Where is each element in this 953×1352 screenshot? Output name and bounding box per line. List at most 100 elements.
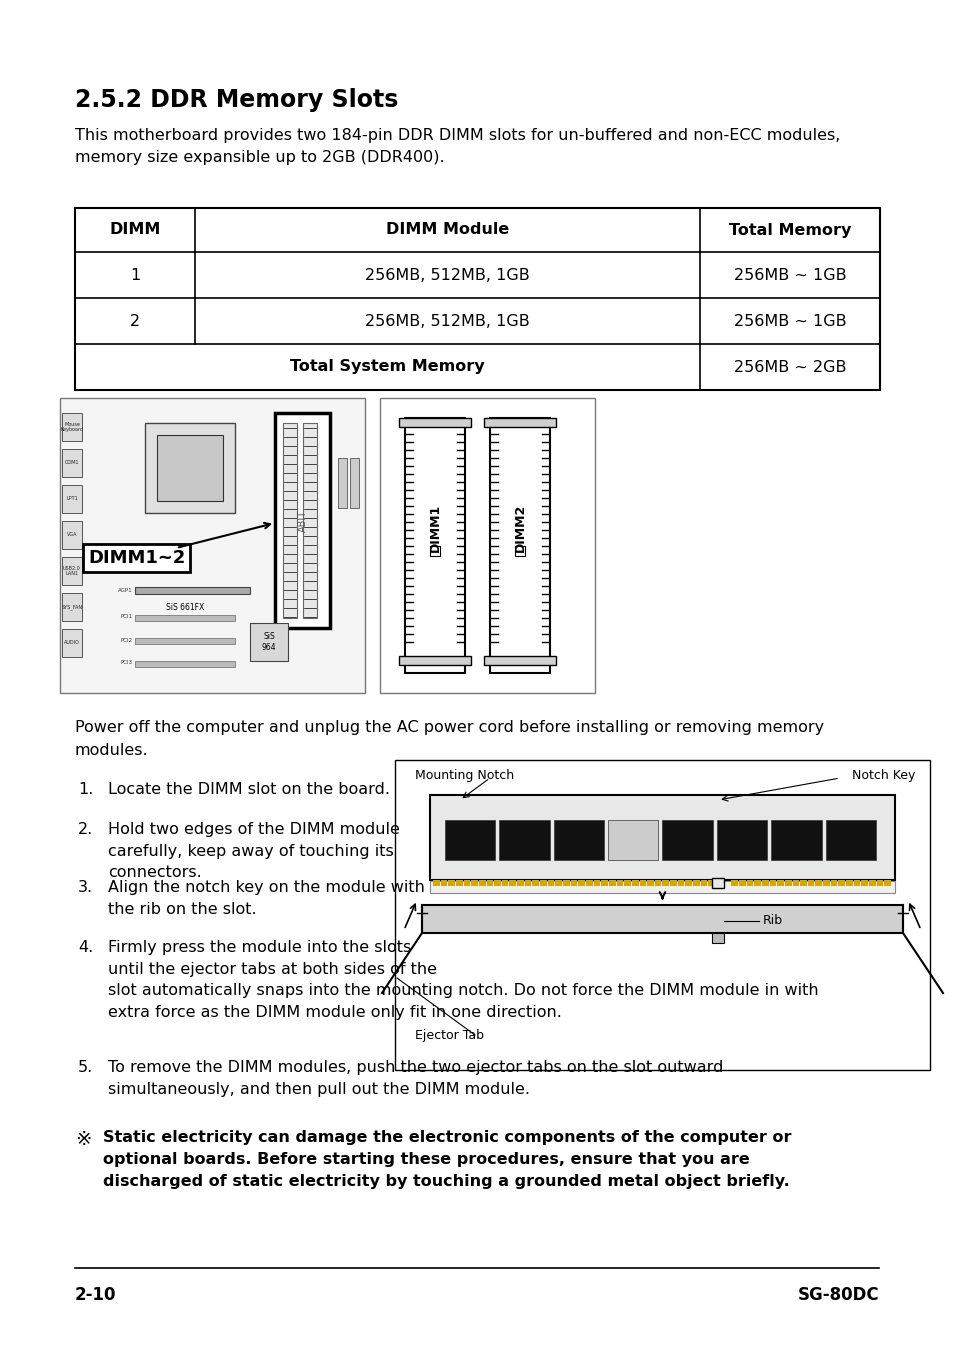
Bar	[822, 880, 829, 886]
Text: 5.: 5.	[78, 1060, 93, 1075]
Bar	[517, 880, 523, 886]
Bar	[685, 880, 691, 886]
Bar	[515, 546, 524, 556]
Bar	[677, 880, 683, 886]
Text: SG-80DC: SG-80DC	[797, 1286, 878, 1303]
Text: 1: 1	[130, 268, 140, 283]
Bar	[761, 880, 768, 886]
Bar	[661, 821, 712, 860]
Bar	[824, 821, 875, 860]
Bar	[739, 880, 745, 886]
Bar	[60, 397, 365, 694]
Text: 2.: 2.	[78, 822, 93, 837]
Bar	[777, 880, 783, 886]
Bar	[62, 557, 82, 585]
Text: USB2.0
LAN1: USB2.0 LAN1	[63, 565, 81, 576]
Text: Power off the computer and unplug the AC power cord before installing or removin: Power off the computer and unplug the AC…	[75, 721, 823, 758]
Bar	[578, 880, 584, 886]
Bar	[876, 880, 882, 886]
Text: VGA: VGA	[67, 533, 77, 538]
Bar	[800, 880, 806, 886]
Text: Notch Key: Notch Key	[851, 768, 914, 781]
Text: SiS 661FX: SiS 661FX	[166, 603, 204, 612]
Bar	[509, 880, 516, 886]
Text: Firmly press the module into the slots
until the ejector tabs at both sides of t: Firmly press the module into the slots u…	[108, 940, 818, 1019]
Bar	[62, 412, 82, 441]
Bar	[62, 521, 82, 549]
Bar	[731, 880, 738, 886]
Bar	[616, 880, 622, 886]
Bar	[430, 795, 894, 880]
Bar	[398, 418, 471, 427]
Bar	[62, 449, 82, 477]
Text: ※: ※	[75, 1130, 91, 1149]
Bar	[395, 760, 929, 1069]
Bar	[539, 880, 546, 886]
Bar	[712, 933, 723, 942]
Bar	[440, 880, 447, 886]
Bar	[861, 880, 867, 886]
Text: Ejector Tab: Ejector Tab	[415, 1029, 483, 1041]
Text: SiS
964: SiS 964	[261, 633, 276, 652]
Bar	[421, 904, 902, 933]
Bar	[494, 880, 500, 886]
Text: To remove the DIMM modules, push the two ejector tabs on the slot outward
simult: To remove the DIMM modules, push the two…	[108, 1060, 722, 1096]
Text: PCI1: PCI1	[121, 615, 132, 619]
Text: DIMM Module: DIMM Module	[385, 223, 509, 238]
Bar	[716, 821, 766, 860]
Text: Hold two edges of the DIMM module
carefully, keep away of touching its
connector: Hold two edges of the DIMM module carefu…	[108, 822, 399, 880]
Bar	[693, 880, 699, 886]
Bar	[398, 656, 471, 665]
Text: 2.5.2 DDR Memory Slots: 2.5.2 DDR Memory Slots	[75, 88, 398, 112]
Bar	[553, 821, 603, 860]
Bar	[405, 418, 464, 673]
Text: 1.: 1.	[78, 781, 93, 796]
Text: PCI3: PCI3	[121, 661, 132, 665]
Bar	[853, 880, 860, 886]
Bar	[145, 423, 234, 512]
Bar	[807, 880, 814, 886]
Bar	[754, 880, 760, 886]
Bar	[486, 880, 493, 886]
Text: Align the notch key on the module with
the rib on the slot.: Align the notch key on the module with t…	[108, 880, 424, 917]
Bar	[463, 880, 470, 886]
Bar	[555, 880, 561, 886]
Bar	[815, 880, 821, 886]
Bar	[135, 661, 234, 667]
Text: Static electricity can damage the electronic components of the computer or
optio: Static electricity can damage the electr…	[103, 1130, 791, 1190]
Bar	[608, 880, 615, 886]
Bar	[448, 880, 455, 886]
Bar	[746, 880, 753, 886]
Text: PCI2: PCI2	[121, 638, 132, 642]
Text: This motherboard provides two 184-pin DDR DIMM slots for un-buffered and non-ECC: This motherboard provides two 184-pin DD…	[75, 128, 840, 165]
Text: 2-10: 2-10	[75, 1286, 116, 1303]
Bar	[135, 638, 234, 644]
Bar	[623, 880, 630, 886]
Text: COM1: COM1	[65, 461, 79, 465]
Text: DIMM1~2: DIMM1~2	[88, 549, 185, 566]
Bar	[303, 423, 316, 618]
Bar	[607, 821, 658, 860]
Bar	[770, 821, 821, 860]
Bar	[838, 880, 844, 886]
Bar	[661, 880, 668, 886]
Bar	[62, 485, 82, 512]
Bar	[433, 880, 439, 886]
Bar	[700, 880, 707, 886]
Text: Locate the DIMM slot on the board.: Locate the DIMM slot on the board.	[108, 781, 390, 796]
Text: Total Memory: Total Memory	[728, 223, 850, 238]
Bar	[478, 880, 485, 886]
Bar	[654, 880, 660, 886]
Text: SYS_FAN: SYS_FAN	[61, 604, 83, 610]
Text: Mouse
Keyboard: Mouse Keyboard	[60, 422, 84, 433]
Bar	[570, 880, 577, 886]
Text: 256MB ~ 1GB: 256MB ~ 1GB	[733, 314, 845, 329]
Bar	[379, 397, 595, 694]
Bar	[845, 880, 852, 886]
Text: 256MB ~ 1GB: 256MB ~ 1GB	[733, 268, 845, 283]
Bar	[639, 880, 645, 886]
Bar	[593, 880, 599, 886]
Bar	[708, 880, 715, 886]
Bar	[444, 821, 495, 860]
Bar	[532, 880, 538, 886]
